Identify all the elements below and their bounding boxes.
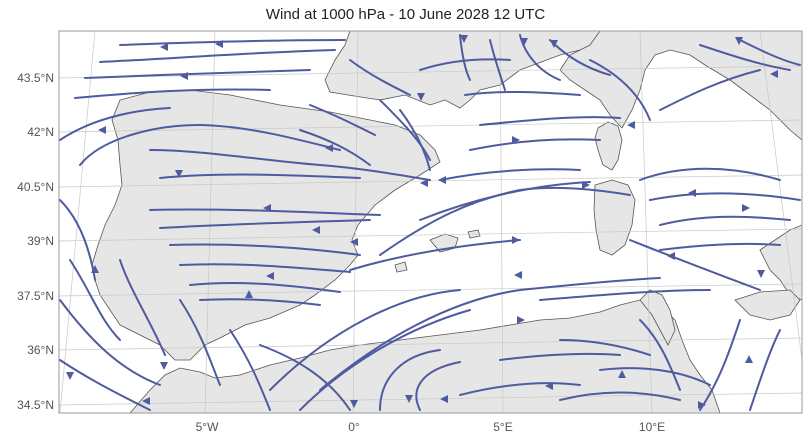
land-france <box>59 31 641 109</box>
lat-label: 36°N <box>27 343 54 357</box>
map-title: Wind at 1000 hPa - 10 June 2028 12 UTC <box>265 6 546 23</box>
lat-label: 37.5°N <box>17 289 54 303</box>
lat-label: 43.5°N <box>17 71 54 85</box>
plot-frame <box>58 30 803 414</box>
lon-label: 5°W <box>196 420 219 434</box>
land-sardinia <box>593 179 636 256</box>
lat-label: 42°N <box>27 125 54 139</box>
latitude-labels: 43.5°N 42°N 40.5°N 39°N 37.5°N 36°N 34.5… <box>17 71 54 412</box>
land-corsica <box>594 121 623 171</box>
land-iberia <box>91 89 441 361</box>
lon-label: 5°E <box>493 420 512 434</box>
lat-label: 39°N <box>27 234 54 248</box>
lat-label: 34.5°N <box>17 398 54 412</box>
lon-label: 10°E <box>639 420 665 434</box>
lon-label: 0° <box>348 420 360 434</box>
lat-label: 40.5°N <box>17 180 54 194</box>
land-ibiza <box>394 261 408 273</box>
longitude-labels: 5°W 0° 5°E 10°E <box>196 420 665 434</box>
wind-arrowheads <box>66 35 778 409</box>
